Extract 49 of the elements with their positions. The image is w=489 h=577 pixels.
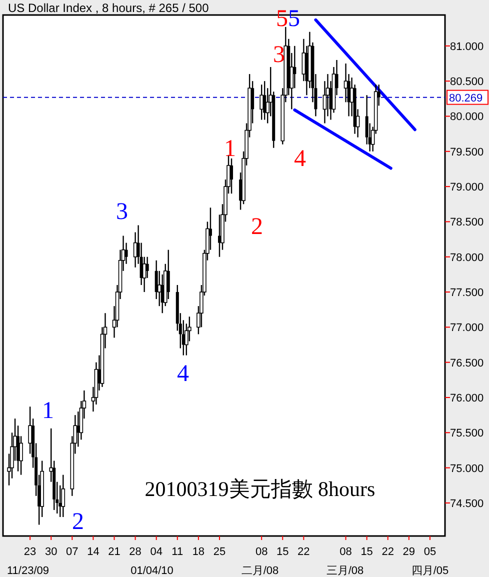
x-tick-label: 05 bbox=[424, 546, 436, 558]
text: 三月/08 bbox=[326, 565, 364, 577]
annotation: 2 bbox=[251, 214, 263, 240]
x-tick-label: 21 bbox=[108, 546, 120, 558]
text: 01/04/10 bbox=[130, 565, 174, 577]
annotation: 3 bbox=[116, 199, 128, 225]
x-tick-label: 22 bbox=[298, 546, 310, 558]
x-tick-label: 28 bbox=[129, 546, 142, 558]
y-tick-label: 76.000 bbox=[450, 392, 484, 404]
x-tick-label: 25 bbox=[213, 546, 226, 558]
y-tick-label: 75.500 bbox=[450, 428, 484, 440]
x-tick-label: 08 bbox=[255, 546, 268, 558]
annotation: 4 bbox=[294, 146, 306, 172]
annotation: 1 bbox=[224, 136, 236, 162]
y-tick-label: 77.500 bbox=[450, 287, 484, 300]
y-tick-label: 80.000 bbox=[450, 111, 484, 124]
x-tick-label: 23 bbox=[24, 546, 36, 558]
annotation: 4 bbox=[177, 361, 189, 387]
x-tick-label: 15 bbox=[276, 546, 289, 558]
annotation: 2 bbox=[72, 509, 84, 535]
x-tick-label: 22 bbox=[382, 546, 394, 558]
y-tick-label: 76.500 bbox=[450, 357, 484, 370]
x-tick-label: 04 bbox=[150, 546, 162, 558]
annotation: 3 bbox=[273, 42, 285, 68]
text: 四月/05 bbox=[411, 565, 449, 577]
x-tick-label: 18 bbox=[192, 546, 205, 558]
y-tick-label: 79.000 bbox=[450, 182, 484, 194]
annotation: 1 bbox=[42, 398, 54, 424]
x-tick-label: 14 bbox=[87, 546, 100, 558]
y-tick-label: 77.000 bbox=[450, 322, 484, 334]
y-tick-label: 80.500 bbox=[450, 76, 484, 88]
x-tick-label: 30 bbox=[44, 546, 58, 558]
y-tick-label: 78.000 bbox=[450, 252, 484, 264]
text: 11/23/09 bbox=[6, 565, 50, 577]
y-tick-label: 79.500 bbox=[450, 146, 484, 158]
text: 二月/08 bbox=[241, 565, 279, 577]
y-tick-label: 74.500 bbox=[450, 498, 484, 510]
y-tick-label: 78.500 bbox=[450, 216, 484, 229]
x-tick-label: 29 bbox=[402, 546, 416, 558]
annotation: 20100319美元指數 8hours bbox=[144, 477, 376, 501]
y-tick-label: 75.000 bbox=[450, 462, 484, 475]
x-tick-label: 08 bbox=[340, 546, 352, 558]
ref-line-label: 80.269 bbox=[449, 92, 483, 104]
x-tick-label: 11 bbox=[172, 546, 184, 558]
ref-label: 80.269 bbox=[446, 90, 488, 105]
title: US Dollar Index , 8 hours, # 265 / 500 bbox=[8, 1, 209, 15]
x-tick-label: 15 bbox=[360, 546, 373, 558]
x-tick-label: 07 bbox=[66, 546, 78, 558]
y-tick-label: 81.000 bbox=[450, 40, 484, 53]
